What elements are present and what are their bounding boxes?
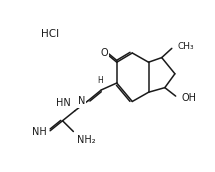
- Text: HN: HN: [56, 98, 71, 108]
- Text: NH₂: NH₂: [77, 135, 96, 145]
- Text: OH: OH: [181, 93, 196, 103]
- Text: H: H: [98, 76, 103, 85]
- Text: N: N: [78, 96, 85, 106]
- Text: HCl: HCl: [41, 29, 59, 39]
- Text: CH₃: CH₃: [177, 42, 194, 51]
- Text: O: O: [101, 48, 108, 58]
- Text: NH: NH: [32, 127, 47, 137]
